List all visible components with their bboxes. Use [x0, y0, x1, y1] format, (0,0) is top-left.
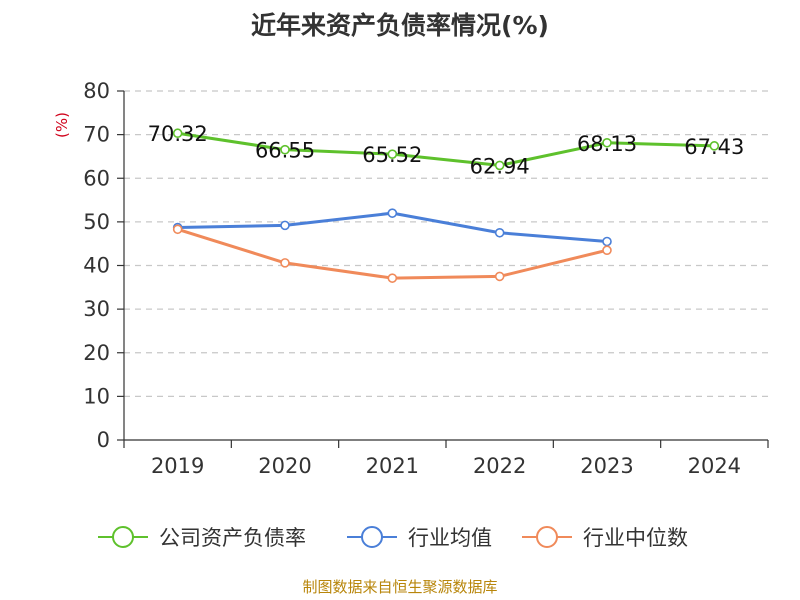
legend: 公司资产负债率 行业均值 行业中位数	[98, 526, 688, 550]
y-tick-label: 70	[83, 123, 110, 147]
x-tick-label: 2020	[258, 454, 311, 478]
data-label: 67.43	[684, 135, 744, 159]
x-tick-label: 2023	[580, 454, 633, 478]
data-point	[494, 160, 505, 171]
data-point	[602, 245, 612, 256]
axes	[117, 90, 769, 448]
y-tick-label: 10	[83, 384, 110, 408]
data-point	[494, 227, 505, 238]
series-line-0	[177, 131, 715, 167]
x-tick-label: 2022	[473, 454, 526, 478]
data-labels: 70.32 66.55 65.52 62.94 68.13 67.43	[148, 122, 745, 178]
legend-marker	[536, 526, 558, 548]
data-point	[709, 141, 720, 151]
x-tick-label: 2019	[151, 454, 204, 478]
y-tick-label: 30	[83, 297, 110, 321]
data-point	[172, 224, 183, 235]
x-tick-label: 2021	[366, 454, 419, 478]
data-point	[280, 144, 290, 155]
y-tick-label: 80	[83, 79, 110, 103]
data-point	[494, 271, 505, 282]
legend-label: 行业均值	[408, 526, 492, 550]
data-point	[387, 208, 398, 218]
y-tick-label: 60	[83, 166, 110, 190]
data-point	[602, 236, 612, 247]
legend-label: 公司资产负债率	[159, 526, 306, 550]
chart-title: 近年来资产负债率情况(%)	[251, 11, 549, 40]
legend-marker	[112, 526, 134, 548]
source-note: 制图数据来自恒生聚源数据库	[302, 578, 497, 596]
data-point	[172, 128, 183, 139]
y-axis-unit: (%)	[53, 112, 71, 138]
data-point	[387, 273, 398, 283]
x-tick-labels: 2019 2020 2021 2022 2023 2024	[151, 454, 741, 478]
y-tick-label: 0	[97, 428, 110, 452]
data-point	[280, 220, 290, 231]
x-tick-label: 2024	[688, 454, 741, 478]
y-tick-label: 20	[83, 341, 110, 365]
legend-marker	[361, 526, 383, 548]
data-label: 62.94	[470, 154, 530, 178]
data-point	[602, 137, 612, 148]
series-lines	[172, 128, 720, 283]
data-label: 68.13	[577, 132, 637, 156]
data-label: 66.55	[255, 139, 315, 163]
data-point	[280, 258, 290, 268]
y-tick-label: 40	[83, 254, 110, 278]
data-label: 65.52	[362, 143, 422, 167]
data-label: 70.32	[148, 122, 208, 146]
data-point	[387, 149, 398, 159]
legend-label: 行业中位数	[583, 526, 688, 550]
y-tick-label: 50	[83, 210, 110, 234]
y-tick-labels: 0 10 20 30 40 50 60 70 80	[83, 79, 110, 452]
